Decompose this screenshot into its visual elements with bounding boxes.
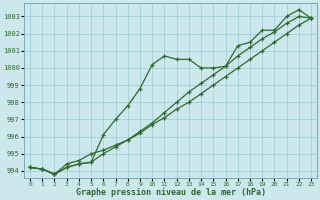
X-axis label: Graphe pression niveau de la mer (hPa): Graphe pression niveau de la mer (hPa) [76, 188, 266, 197]
